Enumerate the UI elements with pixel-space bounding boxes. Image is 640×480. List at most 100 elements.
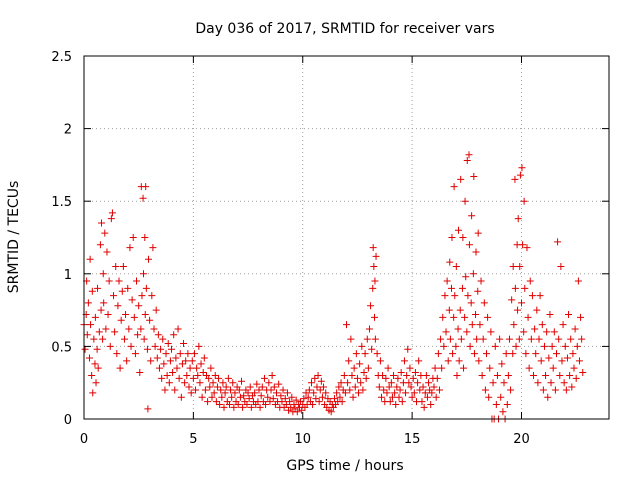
data-point (578, 335, 586, 343)
data-point (484, 313, 492, 321)
data-point (410, 389, 418, 397)
data-point (239, 403, 247, 411)
data-point (520, 197, 528, 205)
data-point (511, 284, 519, 292)
data-point (569, 350, 577, 358)
data-point (244, 389, 252, 397)
data-point (457, 335, 465, 343)
data-point (345, 357, 353, 365)
data-point (269, 395, 277, 403)
data-point (193, 364, 201, 372)
data-point (518, 164, 526, 172)
data-point (353, 374, 361, 382)
data-point (493, 371, 501, 379)
data-point (355, 389, 363, 397)
data-point (474, 229, 482, 237)
data-point (518, 299, 525, 307)
data-point (575, 357, 583, 365)
data-point (465, 241, 473, 249)
data-point (414, 379, 422, 387)
data-point (534, 379, 542, 387)
x-tick-label: 20 (513, 432, 530, 447)
data-point (553, 350, 560, 358)
data-point (198, 393, 206, 401)
data-points (80, 151, 587, 423)
data-point (142, 183, 150, 191)
data-point (444, 357, 452, 365)
data-point (568, 383, 576, 391)
data-point (371, 313, 378, 321)
data-point (538, 321, 546, 329)
data-point (369, 244, 377, 252)
data-point (310, 389, 318, 397)
data-point (544, 393, 552, 401)
data-point (383, 389, 391, 397)
data-point (194, 371, 202, 379)
data-point (293, 408, 301, 416)
data-point (464, 292, 472, 300)
data-point (96, 241, 104, 249)
data-point (340, 371, 348, 379)
data-point (105, 277, 113, 285)
data-point (483, 350, 490, 358)
data-point (405, 379, 413, 387)
data-point (384, 364, 392, 372)
data-point (430, 383, 438, 391)
data-point (542, 371, 550, 379)
data-point (224, 374, 232, 382)
data-point (365, 325, 373, 333)
data-point (142, 284, 150, 292)
data-point (438, 364, 446, 372)
data-point (163, 371, 171, 379)
data-point (477, 277, 485, 285)
data-point (423, 393, 431, 401)
data-point (253, 380, 261, 388)
data-point (468, 321, 476, 329)
data-point (465, 151, 473, 159)
data-point (137, 325, 145, 333)
data-point (220, 403, 228, 411)
data-point (245, 395, 253, 403)
data-point (184, 350, 192, 358)
data-point (211, 371, 219, 379)
data-point (458, 284, 466, 292)
data-point (390, 371, 398, 379)
data-point (376, 357, 384, 365)
data-point (187, 389, 195, 397)
data-point (222, 383, 230, 391)
data-point (200, 354, 208, 362)
data-point (475, 357, 483, 365)
data-point (510, 321, 518, 329)
data-point (551, 386, 559, 394)
data-point (375, 383, 383, 391)
data-point (176, 350, 184, 358)
data-point (116, 364, 124, 372)
data-point (341, 389, 349, 397)
data-point (519, 241, 527, 249)
data-point (86, 255, 94, 263)
data-point (173, 364, 181, 372)
data-point (344, 379, 352, 387)
data-point (315, 398, 323, 406)
data-point (314, 371, 322, 379)
data-point (466, 342, 474, 350)
data-point (170, 331, 178, 339)
data-point (148, 292, 156, 300)
chart-title: Day 036 of 2017, SRMTID for receiver var… (195, 21, 494, 37)
data-point (283, 389, 291, 397)
data-point (221, 389, 229, 397)
data-point (350, 364, 358, 372)
data-point (440, 342, 448, 350)
data-point (393, 383, 401, 391)
data-point (445, 306, 453, 314)
data-point (522, 350, 530, 358)
data-point (560, 379, 568, 387)
data-point (543, 328, 551, 336)
data-point (316, 386, 324, 394)
data-point (419, 383, 427, 391)
data-point (335, 383, 343, 391)
data-point (165, 379, 173, 387)
data-point (337, 379, 345, 387)
data-point (216, 400, 224, 408)
